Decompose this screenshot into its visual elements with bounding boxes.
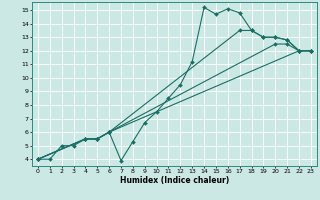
X-axis label: Humidex (Indice chaleur): Humidex (Indice chaleur)	[120, 176, 229, 185]
